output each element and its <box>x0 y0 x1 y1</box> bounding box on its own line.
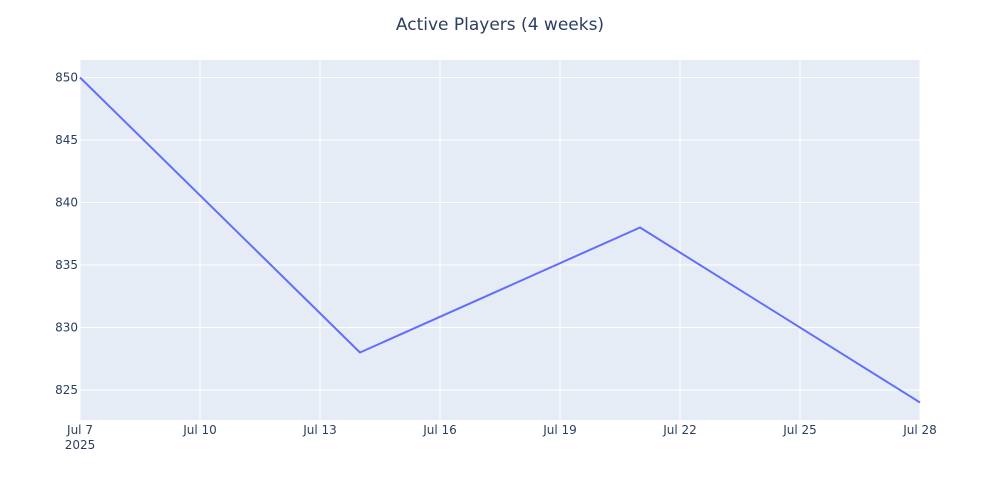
x-tick-label: Jul 28 <box>902 423 937 437</box>
x-tick-label: Jul 7 <box>66 423 93 437</box>
x-tick-label: Jul 22 <box>662 423 697 437</box>
y-tick-label: 840 <box>55 196 78 210</box>
y-tick-label: 825 <box>55 383 78 397</box>
y-tick-label: 845 <box>55 133 78 147</box>
series-line-0 <box>79 76 921 404</box>
plot-area <box>80 60 920 420</box>
x-tick-label: Jul 25 <box>782 423 817 437</box>
x-tick-label: Jul 13 <box>302 423 337 437</box>
y-tick-label: 835 <box>55 258 78 272</box>
y-tick-label: 830 <box>55 321 78 335</box>
y-tick-label: 850 <box>55 71 78 85</box>
x-tick-sublabel: 2025 <box>65 438 96 452</box>
x-tick-label: Jul 19 <box>542 423 577 437</box>
gridlines <box>79 60 921 420</box>
y-axis: 825 830 835 840 845 850 <box>55 71 78 398</box>
x-tick-label: Jul 16 <box>422 423 457 437</box>
x-tick-label: Jul 10 <box>182 423 217 437</box>
chart-title: Active Players (4 weeks) <box>396 15 604 35</box>
